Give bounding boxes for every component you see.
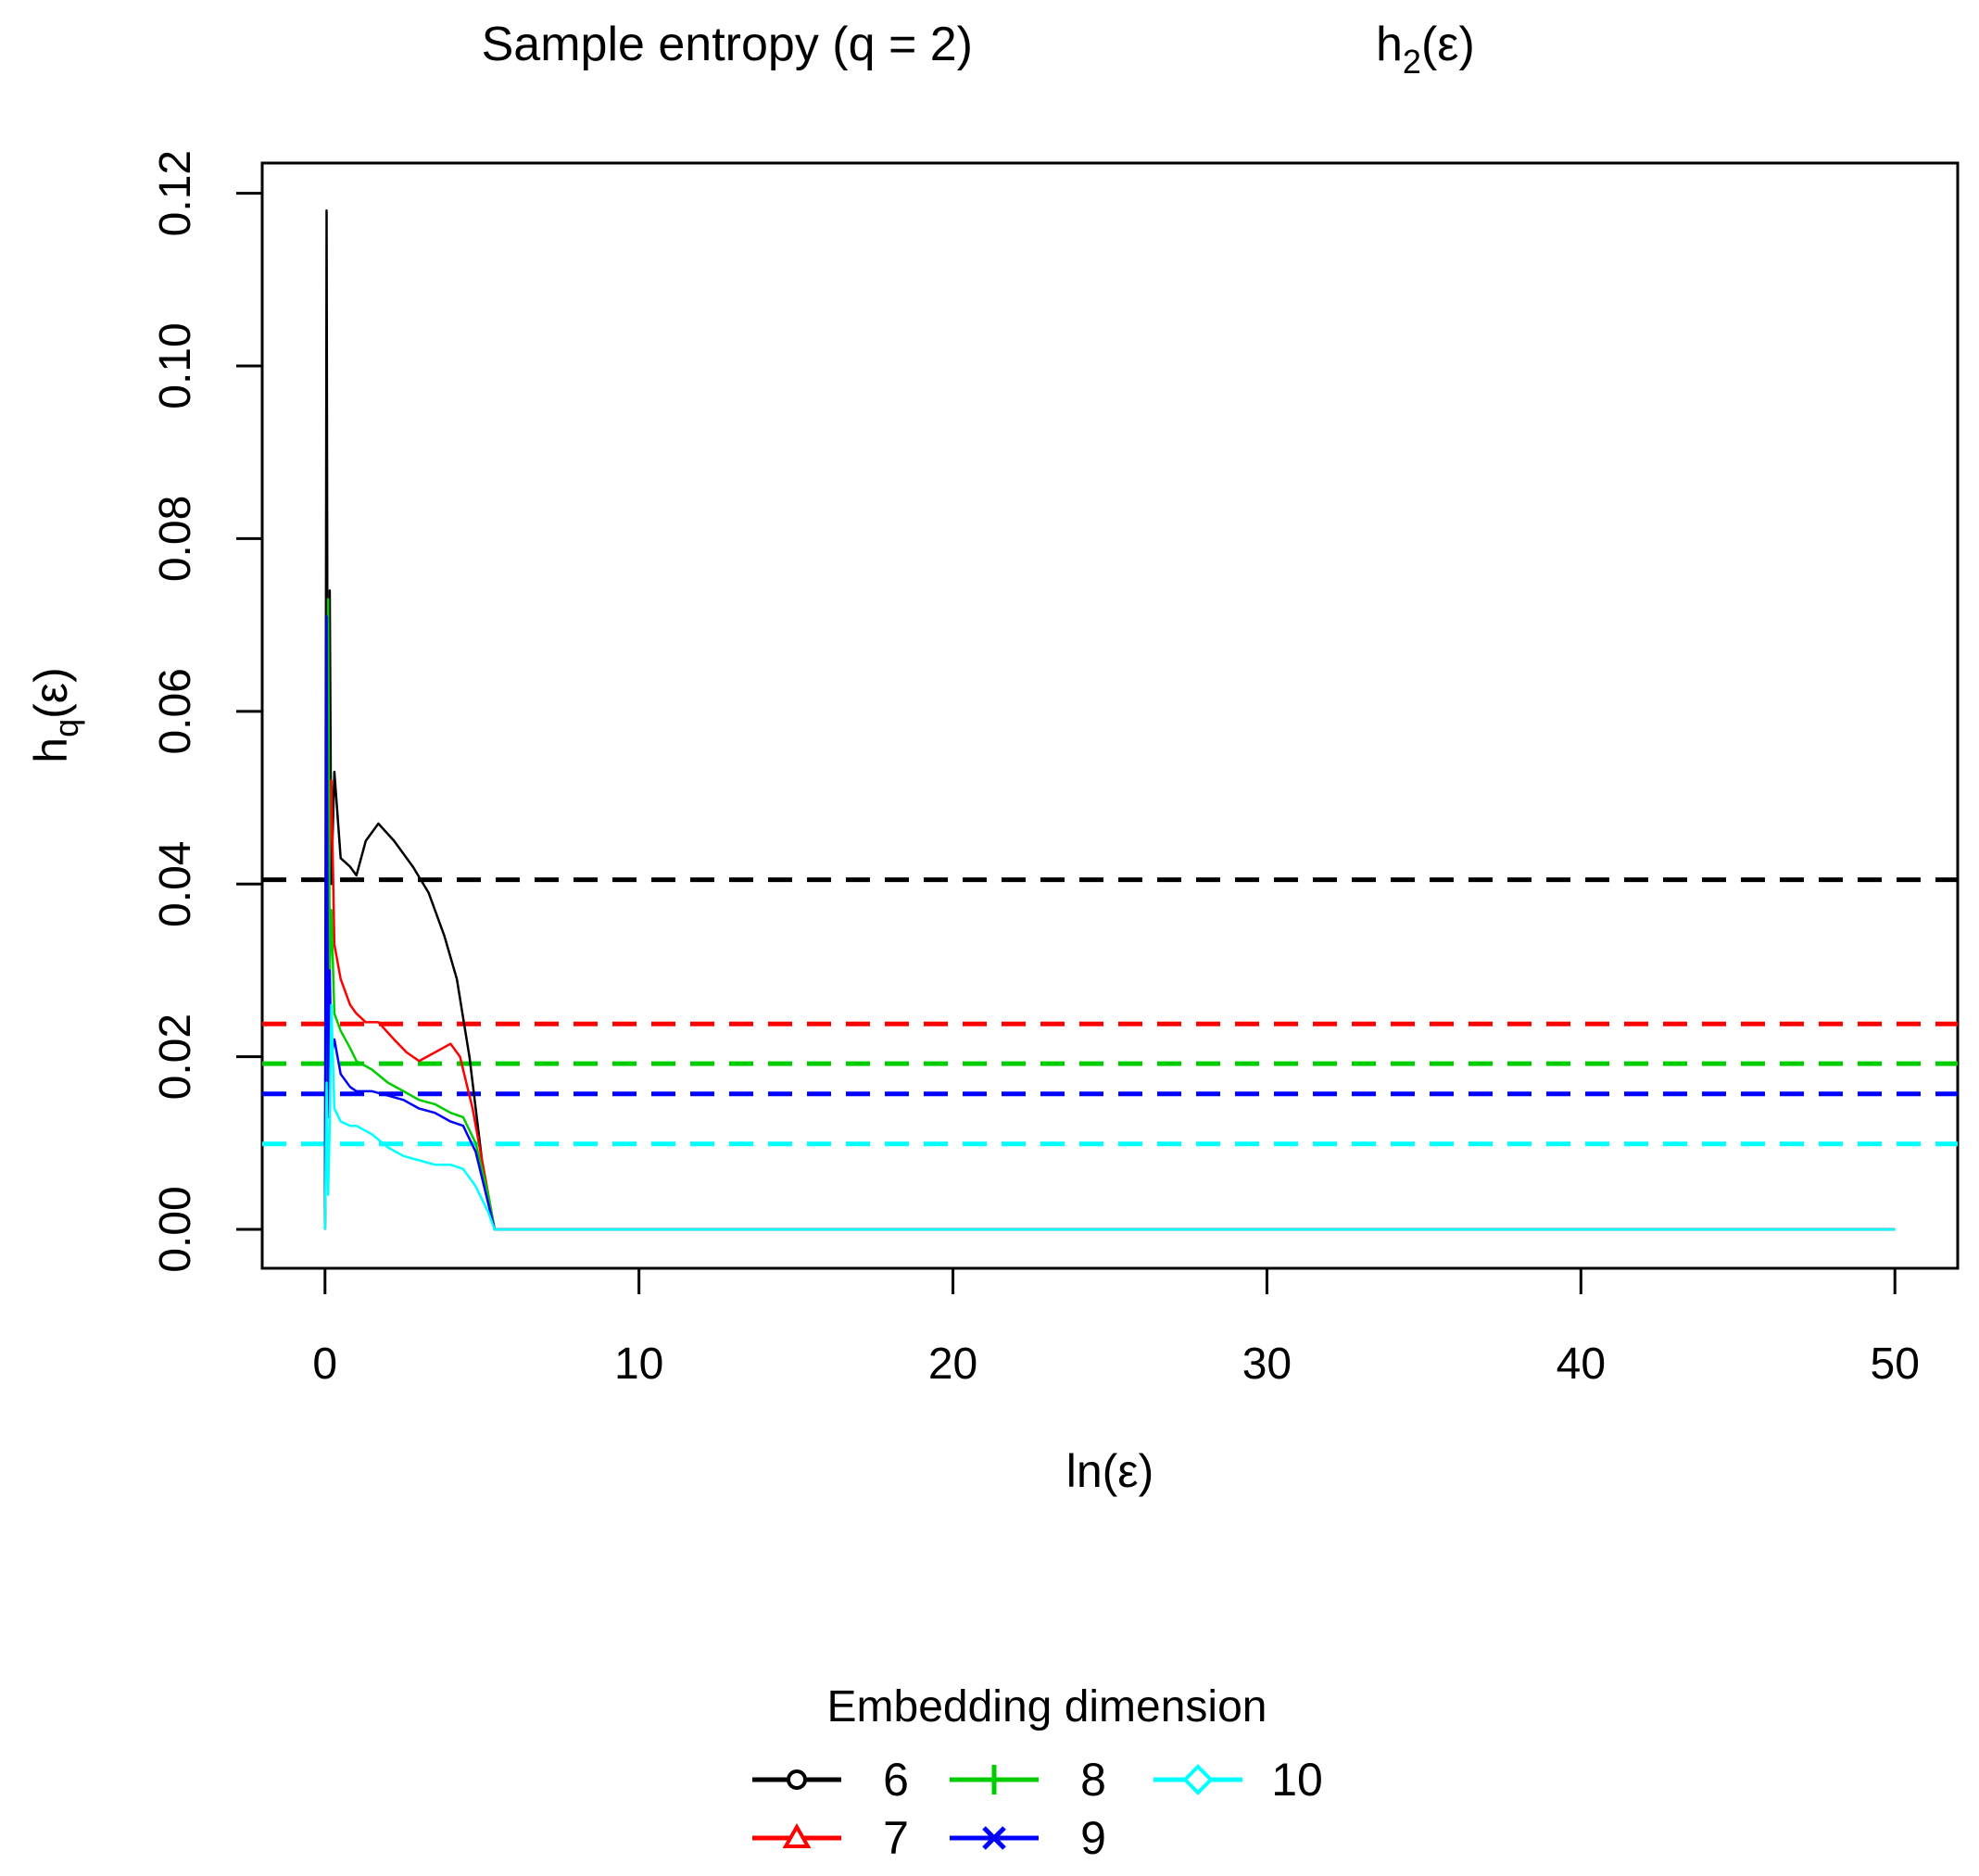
y-tick-label-3: 0.06 [151,668,200,754]
legend-marker-7 [782,1822,812,1848]
x-tick-label-40: 40 [1557,1340,1606,1389]
x-tick-label-10: 10 [614,1340,663,1389]
legend-marker-8 [979,1765,1009,1794]
legend-label-6: 6 [883,1754,909,1806]
y-axis: 0.00 0.02 0.04 0.06 0.08 0.10 0.12 [151,150,264,1273]
series-line-9 [323,615,1896,1231]
y-axis-title: hq(ε) [25,667,85,762]
y-tick-label-2: 0.04 [151,841,200,927]
legend-label-10: 10 [1271,1754,1323,1806]
y-tick-label-4: 0.08 [151,496,200,582]
y-axis-title-sub: q [47,719,85,737]
legend-marker-6 [787,1769,807,1790]
y-tick-label-6: 0.12 [151,150,200,236]
legend-marker-9 [982,1826,1006,1850]
y-axis-title-tail: (ε) [25,667,77,719]
chart-title-expression: h2(ε) [1376,18,1475,81]
legend-label-9: 9 [1080,1812,1106,1864]
legend-title: Embedding dimension [827,1682,1267,1731]
x-axis: 0 10 20 30 40 50 [312,1266,1920,1389]
x-tick-label-50: 50 [1871,1340,1920,1389]
y-tick-label-0: 0.00 [151,1186,200,1272]
chart-title-expr-tail: (ε) [1421,18,1475,71]
chart-title: Sample entropy (q = 2) [482,18,973,71]
y-tick-label-5: 0.10 [151,322,200,409]
chart-title-expr-sub: 2 [1403,43,1421,81]
mean-lines [262,877,1958,1147]
series-lines [323,209,1896,1231]
y-tick-label-1: 0.02 [151,1014,200,1100]
x-tick-label-20: 20 [928,1340,977,1389]
legend-marker-10 [1182,1764,1214,1795]
legend-label-8: 8 [1080,1754,1106,1806]
x-axis-title: ln(ε) [1066,1445,1154,1497]
y-axis-title-base: h [25,737,77,763]
series-line-8 [323,598,1896,1231]
plot-area-frame [260,161,1960,1270]
x-tick-label-0: 0 [312,1340,337,1389]
series-line-6 [323,209,1896,1231]
legend: Embedding dimension 6 7 8 9 10 [752,1682,1323,1864]
series-line-7 [323,779,1896,1231]
x-tick-label-30: 30 [1242,1340,1292,1389]
series-line-10 [323,1003,1896,1231]
chart-title-expr-base: h [1376,18,1403,71]
legend-label-7: 7 [883,1812,909,1864]
